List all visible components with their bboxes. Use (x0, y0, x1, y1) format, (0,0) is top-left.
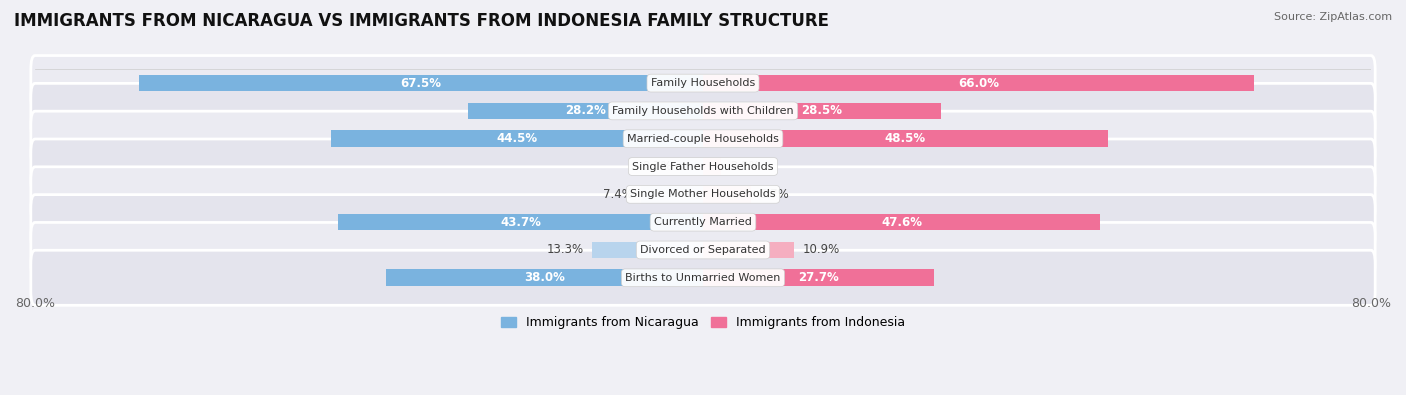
Bar (468, 103, 703, 119)
FancyBboxPatch shape (31, 167, 1375, 222)
Bar (703, 214, 1101, 231)
FancyBboxPatch shape (31, 222, 1375, 278)
Text: Source: ZipAtlas.com: Source: ZipAtlas.com (1274, 12, 1392, 22)
Text: Births to Unmarried Women: Births to Unmarried Women (626, 273, 780, 283)
Text: 38.0%: 38.0% (524, 271, 565, 284)
FancyBboxPatch shape (31, 56, 1375, 111)
Text: 28.2%: 28.2% (565, 104, 606, 117)
Text: 44.5%: 44.5% (496, 132, 537, 145)
Bar (703, 242, 794, 258)
Text: Single Mother Households: Single Mother Households (630, 189, 776, 199)
Text: 28.5%: 28.5% (801, 104, 842, 117)
Text: Currently Married: Currently Married (654, 217, 752, 227)
Text: 10.9%: 10.9% (803, 243, 839, 256)
Bar (641, 186, 703, 203)
Text: 66.0%: 66.0% (957, 77, 1000, 90)
Bar (385, 269, 703, 286)
Bar (703, 75, 1254, 91)
FancyBboxPatch shape (31, 250, 1375, 305)
Text: 7.4%: 7.4% (603, 188, 633, 201)
Bar (332, 130, 703, 147)
Text: 48.5%: 48.5% (884, 132, 927, 145)
Text: Married-couple Households: Married-couple Households (627, 134, 779, 144)
Bar (337, 214, 703, 231)
Text: Family Households: Family Households (651, 78, 755, 88)
FancyBboxPatch shape (31, 195, 1375, 250)
Text: IMMIGRANTS FROM NICARAGUA VS IMMIGRANTS FROM INDONESIA FAMILY STRUCTURE: IMMIGRANTS FROM NICARAGUA VS IMMIGRANTS … (14, 12, 830, 30)
Text: 67.5%: 67.5% (401, 77, 441, 90)
Bar (703, 158, 721, 175)
Bar (681, 158, 703, 175)
Text: 2.7%: 2.7% (643, 160, 672, 173)
Bar (139, 75, 703, 91)
Text: 2.2%: 2.2% (730, 160, 759, 173)
Bar (703, 130, 1108, 147)
Text: 27.7%: 27.7% (799, 271, 839, 284)
Text: 43.7%: 43.7% (501, 216, 541, 229)
Bar (703, 269, 935, 286)
Text: 5.7%: 5.7% (759, 188, 789, 201)
Bar (703, 186, 751, 203)
Text: Divorced or Separated: Divorced or Separated (640, 245, 766, 255)
Text: 47.6%: 47.6% (882, 216, 922, 229)
Text: 13.3%: 13.3% (547, 243, 583, 256)
Bar (592, 242, 703, 258)
FancyBboxPatch shape (31, 139, 1375, 194)
Bar (703, 103, 941, 119)
Text: Family Households with Children: Family Households with Children (612, 106, 794, 116)
Legend: Immigrants from Nicaragua, Immigrants from Indonesia: Immigrants from Nicaragua, Immigrants fr… (496, 311, 910, 335)
Text: Single Father Households: Single Father Households (633, 162, 773, 171)
FancyBboxPatch shape (31, 83, 1375, 138)
FancyBboxPatch shape (31, 111, 1375, 166)
